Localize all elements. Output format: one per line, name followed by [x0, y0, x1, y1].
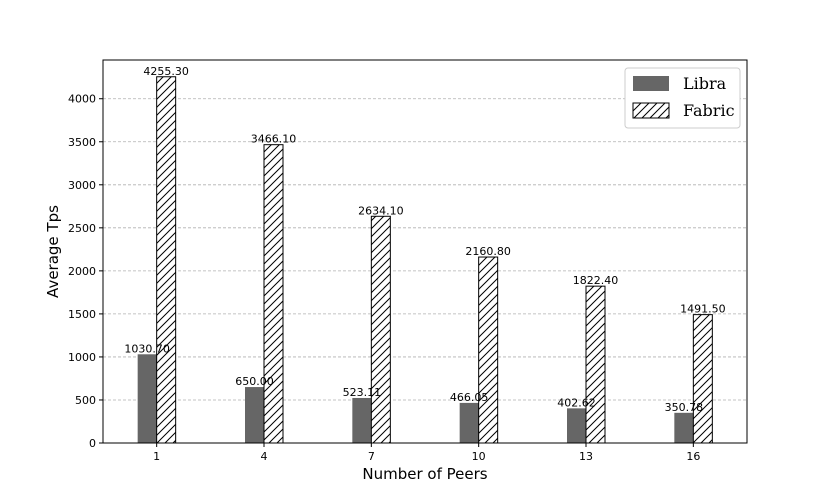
bar-libra: [674, 412, 694, 443]
bar-libra: [245, 387, 264, 443]
data-label-fabric: 4255.30: [143, 65, 189, 78]
bar-libra: [137, 354, 157, 443]
legend-swatch-fabric: [632, 102, 670, 119]
x-tick-label: 10: [472, 450, 486, 463]
legend-swatch-libra: [633, 76, 669, 91]
grid-lines: [103, 98, 747, 444]
data-label-fabric: 2160.80: [465, 245, 511, 258]
bar-libra: [567, 408, 586, 443]
data-labels: 1030.70 4255.30 650.00 3466.10 523.11 2634.10…: [124, 65, 725, 414]
bar-fabric: [156, 76, 177, 444]
bar-libra: [459, 402, 479, 443]
x-tick-label: 16: [686, 450, 700, 463]
data-label-libra: 1030.70: [124, 342, 170, 355]
y-tick-label: 500: [75, 394, 96, 407]
bar-fabric: [585, 285, 606, 444]
y-tick-label: 2500: [68, 222, 96, 235]
data-label-libra: 650.00: [235, 375, 274, 388]
x-tick-label: 4: [261, 450, 268, 463]
bar-libra: [352, 397, 372, 443]
x-tick-label: 1: [153, 450, 160, 463]
y-tick-label: 3000: [68, 179, 96, 192]
bars: [137, 76, 713, 444]
x-tick-label: 13: [579, 450, 593, 463]
bar-fabric: [263, 144, 284, 444]
legend-label-fabric: Fabric: [683, 101, 735, 120]
bar-fabric: [692, 314, 713, 444]
y-tick-label: 1500: [68, 308, 96, 321]
y-tick-label: 3500: [68, 136, 96, 149]
axes: 0 500 1000 1500 2000 2500 3000 3500 4000 1 4 7 10 13 1…: [68, 93, 700, 463]
data-label-fabric: 3466.10: [251, 133, 297, 146]
y-tick-label: 1000: [68, 351, 96, 364]
data-label-libra: 402.62: [557, 396, 596, 409]
data-label-fabric: 1491.50: [680, 303, 726, 316]
data-label-fabric: 2634.10: [358, 204, 404, 217]
y-tick-label: 0: [89, 437, 96, 450]
data-label-fabric: 1822.40: [573, 274, 619, 287]
data-label-libra: 523.11: [343, 386, 382, 399]
y-tick-label: 2000: [68, 265, 96, 278]
x-tick-label: 7: [368, 450, 375, 463]
y-axis-title: Average Tps: [44, 205, 62, 298]
plot-frame: [102, 59, 748, 444]
data-label-libra: 350.78: [665, 401, 704, 414]
data-label-libra: 466.05: [450, 391, 489, 404]
bar-fabric: [478, 256, 499, 444]
bar-fabric: [370, 215, 391, 444]
legend: Libra Fabric: [624, 67, 741, 129]
legend-label-libra: Libra: [683, 74, 727, 93]
y-tick-label: 4000: [68, 93, 96, 106]
x-axis-title: Number of Peers: [362, 465, 487, 483]
